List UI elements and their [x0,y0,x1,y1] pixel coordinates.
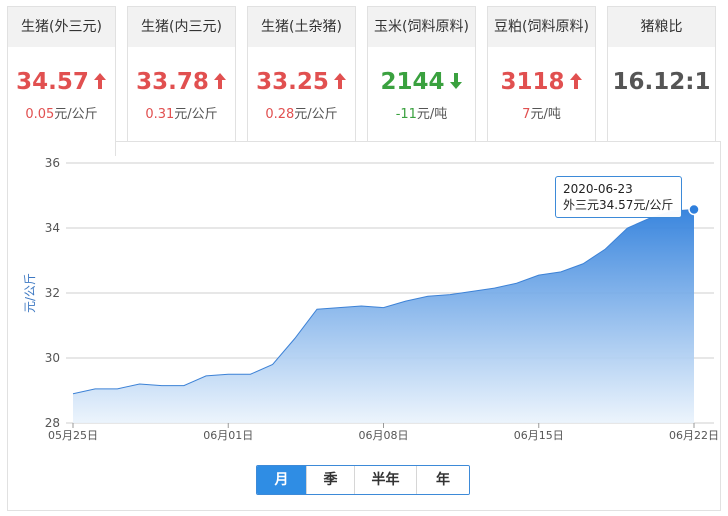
area-series [72,203,700,423]
range-year-button[interactable]: 年 [417,466,469,494]
y-tick-label: 34 [45,221,60,235]
x-tick-label: 06月22日 [669,429,719,442]
price-change: -11元/吨 [368,103,475,122]
card-corn[interactable]: 玉米(饲料原料) 2144 -11元/吨 [367,6,476,142]
price-value: 2144 [380,69,445,95]
x-tick-label: 06月15日 [514,429,564,442]
change-unit: 元/吨 [530,107,561,122]
arrow-down-icon [449,73,462,89]
time-range-selector: 月季半年年 [256,465,470,495]
card-title: 玉米(饲料原料) [368,7,475,47]
tooltip-value: 外三元34.57元/公斤 [563,198,674,212]
range-month-button[interactable]: 月 [257,466,307,494]
price-change: 7元/吨 [488,103,595,122]
change-unit: 元/公斤 [54,107,98,122]
card-soymeal[interactable]: 豆粕(饲料原料) 3118 7元/吨 [487,6,596,142]
price-value: 34.57 [16,69,89,95]
arrow-up-icon [213,73,226,89]
series-line [72,208,695,395]
x-axis-ticks: 05月25日 06月01日 06月08日 06月15日 06月22日 [48,423,719,442]
price-value: 16.12:1 [612,69,711,95]
range-half-year-button[interactable]: 半年 [355,466,417,494]
card-title: 生猪(外三元) [8,7,115,47]
y-tick-label: 30 [45,351,60,365]
change-value: 0.05 [25,107,55,122]
highlight-point [688,203,700,216]
y-tick-label: 36 [45,156,60,170]
price-row: 33.78 [128,67,235,97]
y-tick-label: 28 [45,416,60,430]
price-row: 34.57 [8,67,115,97]
price-change: 0.28元/公斤 [248,103,355,122]
change-value: 0.31 [145,107,175,122]
change-value: 7 [522,107,531,122]
arrow-up-icon [333,73,346,89]
card-title: 猪粮比 [608,7,715,47]
chart-tooltip: 2020-06-23 外三元34.57元/公斤 [555,176,682,218]
price-value: 3118 [500,69,565,95]
x-tick-label: 06月08日 [359,429,409,442]
y-axis-label: 元/公斤 [23,273,37,313]
card-title: 豆粕(饲料原料) [488,7,595,47]
price-row: 33.25 [248,67,355,97]
price-value: 33.78 [136,69,209,95]
change-value: 0.28 [265,107,295,122]
x-tick-label: 06月01日 [203,429,253,442]
price-row: 16.12:1 [608,67,715,97]
price-change: 0.05元/公斤 [8,103,115,122]
y-axis-ticks: 28 30 32 34 36 [45,156,60,430]
area-fill [73,209,694,423]
price-value: 33.25 [256,69,329,95]
arrow-up-icon [569,73,582,89]
card-pig-outer-three[interactable]: 生猪(外三元) 34.57 0.05元/公斤 [7,6,116,156]
price-row: 3118 [488,67,595,97]
change-unit: 元/公斤 [174,107,218,122]
x-tick-label: 05月25日 [48,429,98,442]
price-chart: 28 30 32 34 36 05月25日 06月01日 06月08日 06月15日 06月22… [23,156,719,442]
change-unit: 元/吨 [416,107,448,122]
card-title: 生猪(内三元) [128,7,235,47]
range-quarter-button[interactable]: 季 [307,466,355,494]
tooltip-date: 2020-06-23 [563,182,633,196]
arrow-up-icon [93,73,106,89]
price-row: 2144 [368,67,475,97]
y-tick-label: 32 [45,286,60,300]
card-title: 生猪(土杂猪) [248,7,355,47]
price-change: 0.31元/公斤 [128,103,235,122]
change-unit: 元/公斤 [294,107,338,122]
card-pig-grain-ratio[interactable]: 猪粮比 16.12:1 [607,6,716,142]
change-value: -11 [395,107,417,122]
card-pig-inner-three[interactable]: 生猪(内三元) 33.78 0.31元/公斤 [127,6,236,142]
card-pig-local[interactable]: 生猪(土杂猪) 33.25 0.28元/公斤 [247,6,356,142]
